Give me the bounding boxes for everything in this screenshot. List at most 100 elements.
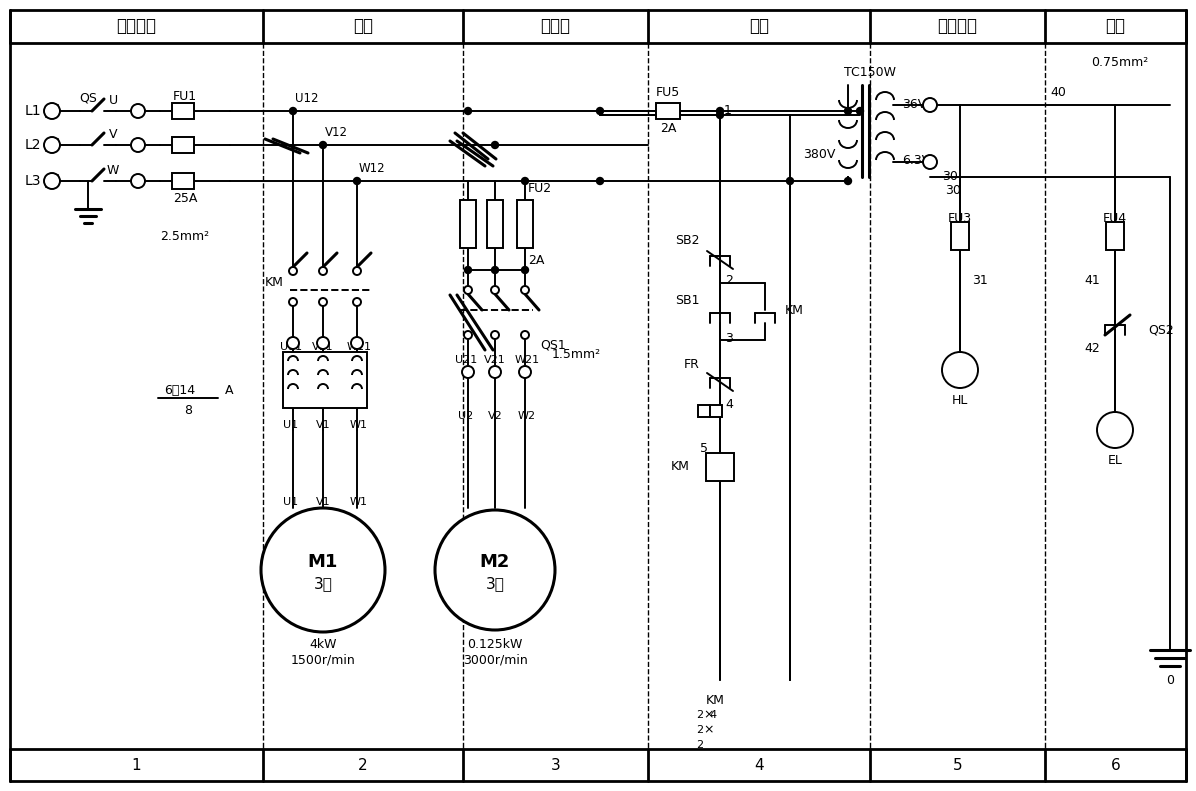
Text: V2: V2	[488, 411, 502, 421]
Circle shape	[435, 510, 555, 630]
Circle shape	[844, 177, 852, 184]
Text: W1: W1	[350, 497, 368, 507]
Text: W11: W11	[347, 342, 372, 352]
Text: 6: 6	[1111, 758, 1121, 773]
Text: U: U	[109, 94, 117, 108]
Text: 2.5mm²: 2.5mm²	[160, 230, 209, 244]
Text: 30: 30	[945, 184, 960, 196]
Circle shape	[844, 108, 852, 115]
Text: SB1: SB1	[676, 293, 700, 306]
Text: 4: 4	[725, 399, 733, 411]
Text: QS2: QS2	[1148, 324, 1173, 336]
Text: 电源开关: 电源开关	[116, 17, 157, 36]
Text: FU3: FU3	[948, 211, 972, 225]
Circle shape	[597, 177, 604, 184]
Text: V21: V21	[484, 355, 506, 365]
Text: 2A: 2A	[660, 123, 676, 135]
Text: FR: FR	[684, 358, 700, 372]
Circle shape	[1097, 412, 1133, 448]
Bar	[172, 103, 194, 119]
Circle shape	[289, 267, 297, 275]
Text: L3: L3	[25, 174, 42, 188]
Text: 照明: 照明	[1105, 17, 1125, 36]
Bar	[283, 352, 367, 408]
Text: 1500r/min: 1500r/min	[291, 653, 355, 667]
Bar	[172, 137, 194, 153]
Circle shape	[716, 112, 724, 119]
Text: 2A: 2A	[1106, 233, 1123, 247]
Text: KM: KM	[785, 304, 804, 316]
Text: 2: 2	[696, 710, 703, 720]
Text: 4: 4	[709, 710, 716, 720]
Text: 主轴: 主轴	[353, 17, 373, 36]
Text: ×: ×	[703, 709, 714, 721]
Text: 2: 2	[696, 725, 703, 735]
Text: FU2: FU2	[527, 181, 553, 195]
Circle shape	[521, 331, 529, 339]
Text: 380V: 380V	[803, 149, 835, 161]
Text: W2: W2	[518, 411, 536, 421]
Text: W21: W21	[514, 355, 539, 365]
Circle shape	[519, 366, 531, 378]
Circle shape	[923, 155, 936, 169]
Text: U11: U11	[280, 342, 303, 352]
Circle shape	[132, 104, 145, 118]
Text: V11: V11	[312, 342, 334, 352]
Circle shape	[261, 508, 385, 632]
Text: 2A: 2A	[527, 253, 544, 267]
Circle shape	[319, 142, 327, 149]
Text: U1: U1	[283, 497, 299, 507]
Circle shape	[464, 331, 472, 339]
Text: 2: 2	[725, 274, 733, 287]
Text: 0.75mm²: 0.75mm²	[1092, 56, 1148, 70]
Text: 31: 31	[972, 274, 988, 286]
Circle shape	[942, 352, 978, 388]
Text: 4kW: 4kW	[310, 638, 337, 652]
Bar	[460, 200, 476, 248]
Text: 电源指示: 电源指示	[938, 17, 977, 36]
Circle shape	[464, 108, 471, 115]
Text: KM: KM	[671, 460, 690, 474]
Text: 3000r/min: 3000r/min	[463, 653, 527, 667]
Text: 25A: 25A	[172, 191, 197, 205]
Text: A: A	[225, 384, 233, 396]
Text: 3: 3	[550, 758, 561, 773]
Text: 42: 42	[1085, 342, 1100, 354]
Text: 冷却泵: 冷却泵	[541, 17, 570, 36]
Circle shape	[489, 366, 501, 378]
Text: U12: U12	[295, 93, 318, 105]
Circle shape	[492, 267, 499, 274]
Text: W1: W1	[350, 420, 368, 430]
Bar	[655, 103, 681, 119]
Circle shape	[856, 108, 864, 115]
Text: W: W	[106, 165, 120, 177]
Text: 0.125kW: 0.125kW	[468, 638, 523, 652]
Text: 1: 1	[132, 758, 141, 773]
Text: SB2: SB2	[676, 234, 700, 248]
Text: 36V: 36V	[902, 99, 926, 112]
Text: 2: 2	[696, 740, 703, 750]
Circle shape	[317, 337, 329, 349]
Circle shape	[492, 286, 499, 294]
Circle shape	[464, 267, 471, 274]
Text: M2: M2	[480, 553, 511, 571]
Circle shape	[350, 337, 364, 349]
Text: 6～14: 6～14	[164, 384, 196, 396]
Text: 41: 41	[1085, 274, 1100, 286]
Circle shape	[289, 298, 297, 306]
Circle shape	[289, 108, 297, 115]
Text: U2: U2	[458, 411, 474, 421]
Text: V12: V12	[325, 127, 348, 139]
Circle shape	[462, 366, 474, 378]
Text: 1.5mm²: 1.5mm²	[553, 349, 602, 361]
Circle shape	[492, 331, 499, 339]
Text: 4: 4	[755, 758, 764, 773]
Text: FU5: FU5	[655, 86, 681, 100]
Bar	[172, 173, 194, 189]
Circle shape	[44, 103, 60, 119]
Text: 3～: 3～	[313, 577, 332, 592]
Text: M1: M1	[307, 553, 338, 571]
Bar	[710, 405, 722, 417]
Circle shape	[521, 286, 529, 294]
Text: U21: U21	[454, 355, 477, 365]
